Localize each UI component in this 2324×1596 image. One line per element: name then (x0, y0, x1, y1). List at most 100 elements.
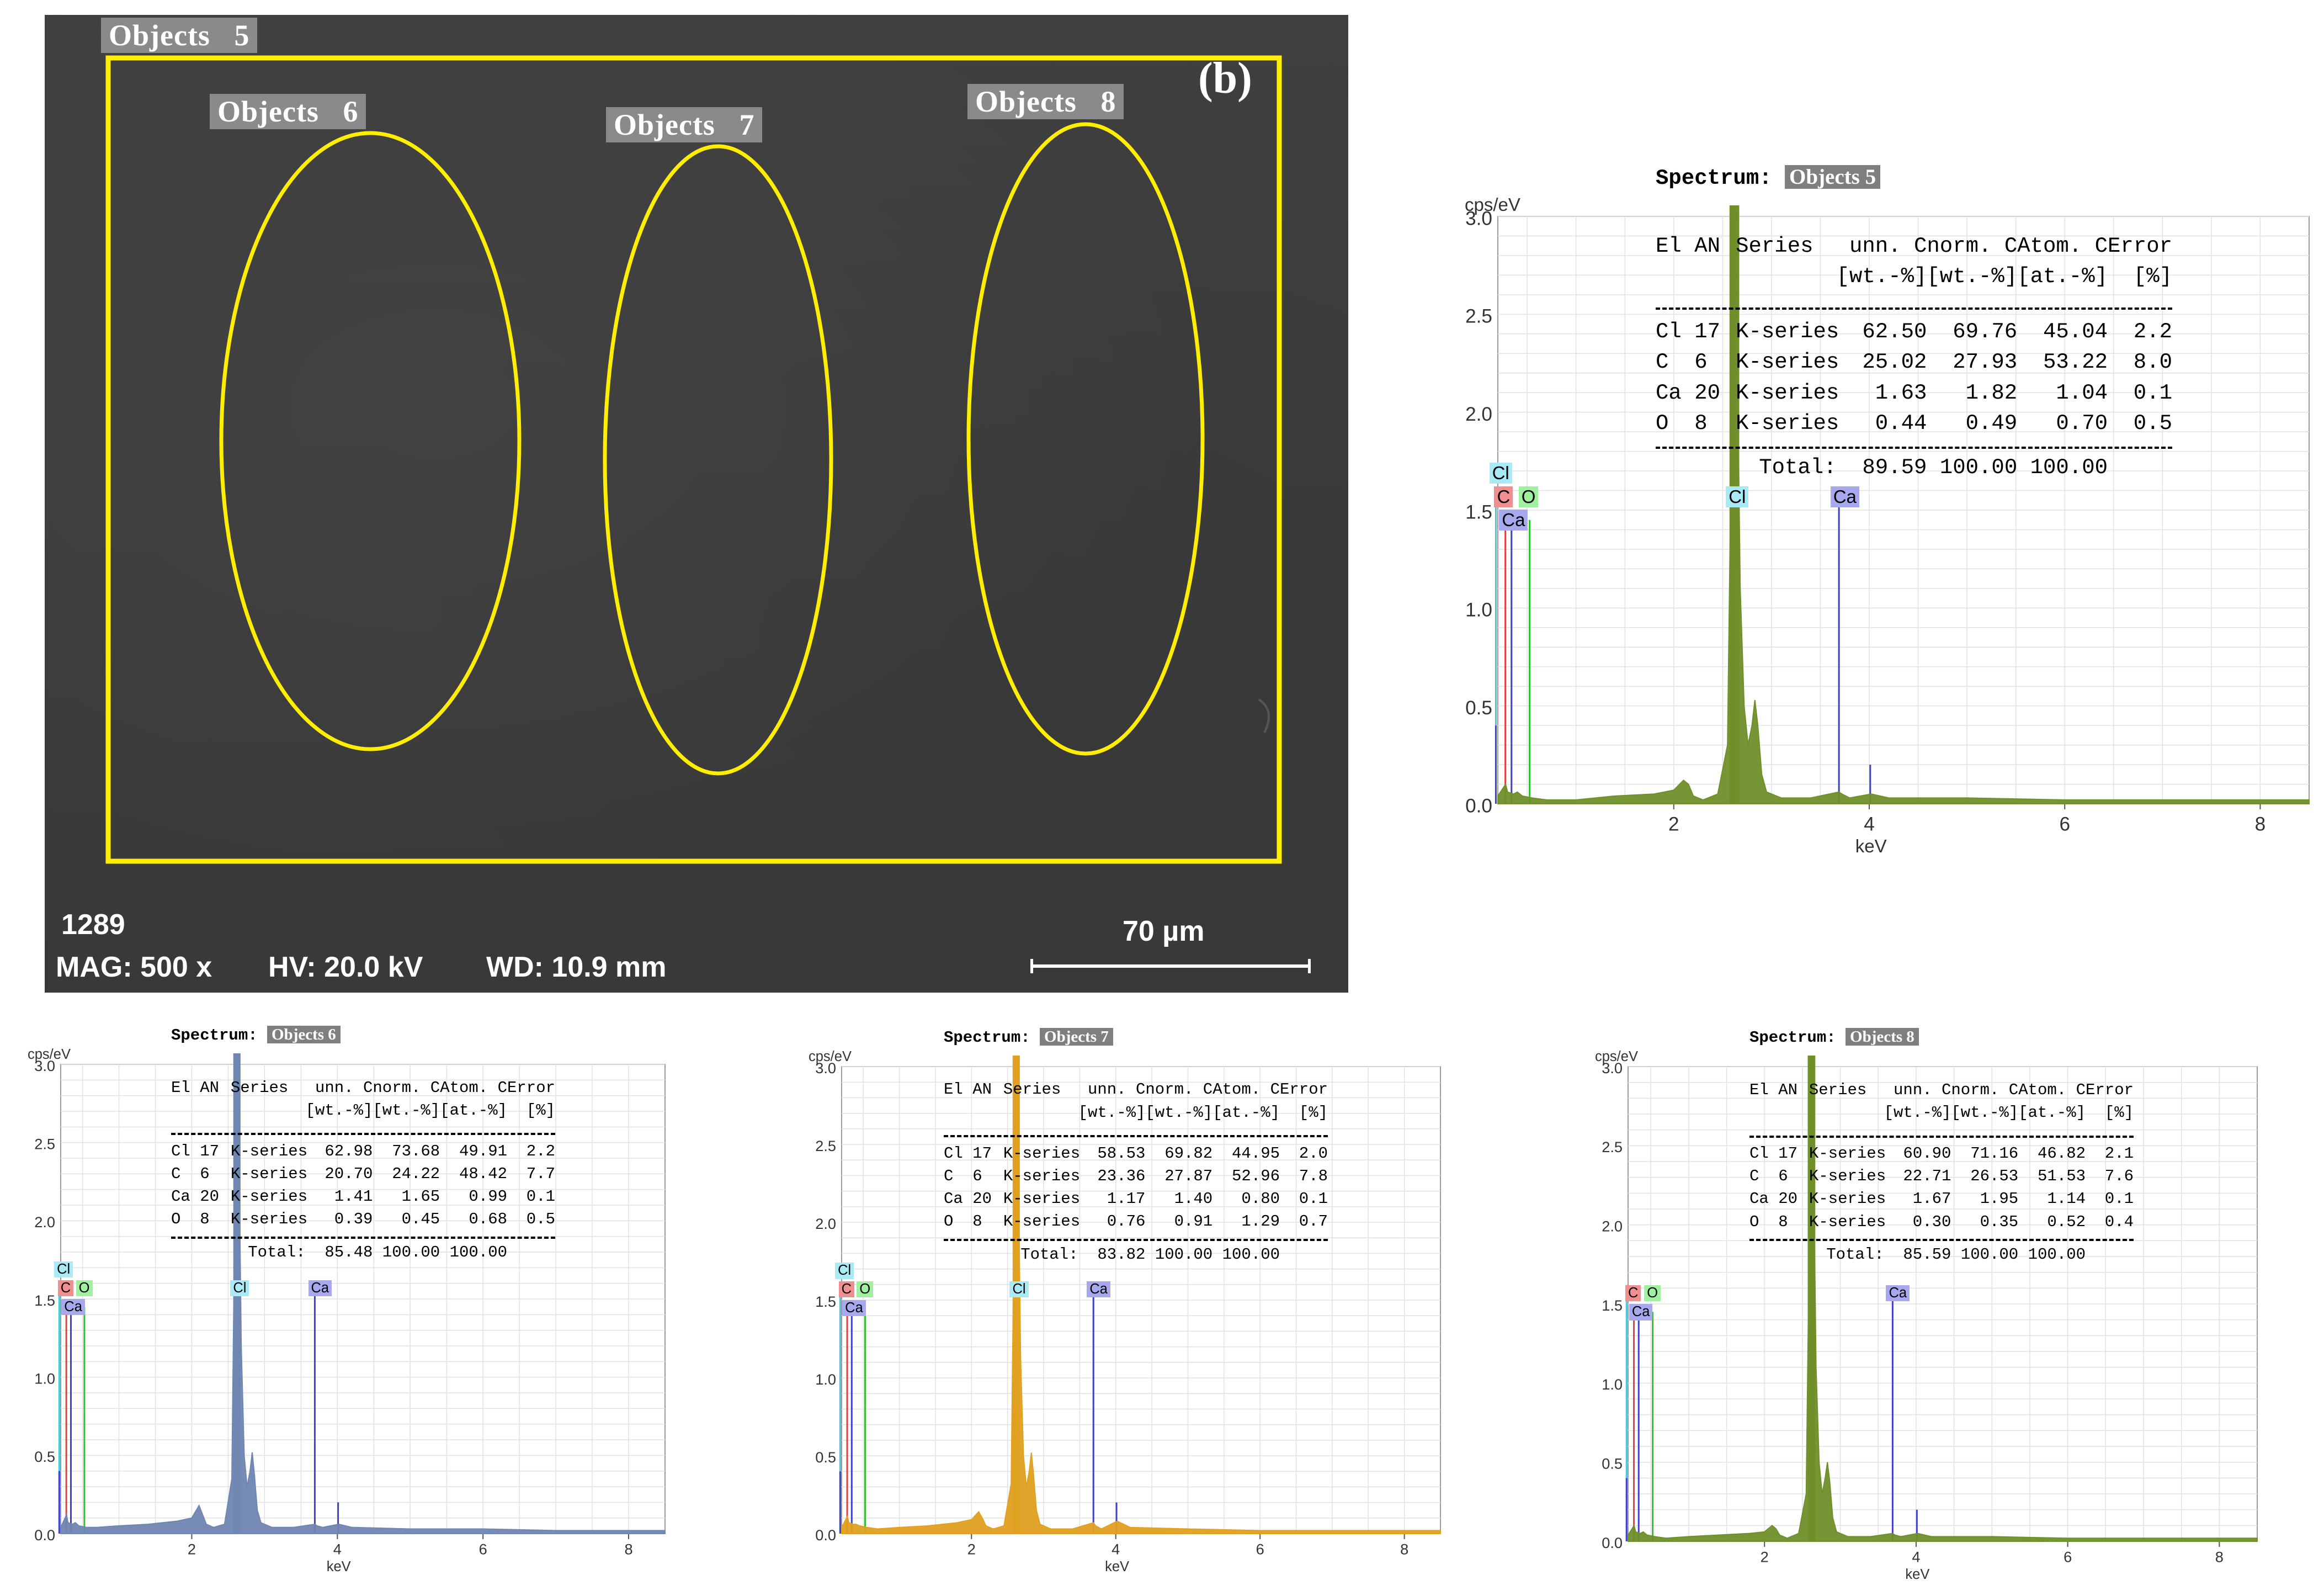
spectrum-title: Spectrum: Objects 8 (1749, 1028, 1919, 1047)
table-cell: Error (2108, 234, 2173, 258)
sem-wd: WD: 10.9 mm (486, 951, 667, 983)
y-tick-label: 2.0 (1602, 1218, 1623, 1235)
y-tick-label: 2.5 (1465, 306, 1492, 327)
table-cell: K-series (230, 1142, 308, 1160)
table-cell: 52.96 (1232, 1166, 1280, 1185)
y-tick-label: 1.0 (34, 1370, 55, 1387)
table-cell: 0.1 (526, 1187, 556, 1206)
table-cell: 1.04 (2056, 380, 2108, 405)
x-tick-label: 4 (333, 1540, 342, 1557)
y-tick-label: 0.5 (815, 1449, 836, 1466)
marker-ca: Ca (1830, 486, 1859, 507)
total-label: Total: (248, 1243, 306, 1262)
marker-cl: Cl (1726, 486, 1749, 507)
table-cell: 62.50 (1862, 319, 1927, 344)
table-cell: K-series (230, 1210, 308, 1229)
x-axis-label: keV (1905, 1567, 1929, 1582)
table-cell: Atom. C (2018, 1080, 2086, 1099)
table-cell: 0.44 (1875, 411, 1927, 436)
table-divider (171, 1133, 555, 1136)
table-cell: C (1749, 1167, 1759, 1186)
marker-o: O (857, 1281, 874, 1298)
table-cell: El (1749, 1080, 1769, 1099)
marker-o: O (1644, 1285, 1661, 1302)
table-cell: 0.7 (1299, 1212, 1328, 1231)
surface-scratch (1258, 698, 1270, 733)
x-tick-label: 4 (1864, 813, 1875, 835)
spectrum-label: Spectrum: (1749, 1028, 1846, 1047)
table-cell: 0.35 (1980, 1212, 2019, 1231)
table-cell: 73.68 (392, 1142, 440, 1160)
table-cell: Ca (1656, 380, 1682, 405)
y-tick-label: 0.0 (1602, 1534, 1623, 1551)
table-cell: 69.76 (1953, 319, 2018, 344)
table-cell: Ca (944, 1190, 963, 1208)
table-cell: 100.00 (449, 1243, 508, 1262)
table-cell: 0.80 (1241, 1190, 1280, 1208)
table-cell: 44.95 (1232, 1144, 1280, 1163)
spectrum-title: Spectrum: Objects 5 (1656, 165, 1881, 191)
table-cell: [%] (526, 1101, 556, 1120)
table-cell: 2.2 (526, 1142, 556, 1160)
y-tick-label: 0.5 (1465, 697, 1492, 719)
spectrum-chart: 0.0 0.5 1.0 1.5 2.0 2.5 3.0 2 4 6 8 cps/eV keV (28, 1047, 666, 1574)
table-cell: Cl (1656, 319, 1682, 344)
marker-ca: Ca (1886, 1285, 1910, 1302)
table-cell: 0.1 (2133, 380, 2173, 405)
marker-cl: Cl (230, 1280, 249, 1297)
table-cell: 0.30 (1912, 1212, 1951, 1231)
table-cell: 8 (972, 1212, 982, 1231)
table-cell: K-series (1736, 350, 1839, 375)
sem-image-id: 1289 (61, 909, 125, 941)
table-cell: 1.63 (1875, 380, 1927, 405)
spectrum-label: Spectrum: (1656, 166, 1785, 191)
table-cell: 6 (972, 1166, 982, 1185)
marker-ca: Ca (61, 1299, 85, 1316)
y-tick-label: 0.0 (815, 1526, 836, 1544)
table-cell: 26.53 (1970, 1167, 2019, 1186)
table-divider (1749, 1135, 2134, 1138)
table-cell: 6 (1694, 350, 1708, 375)
table-cell: Cl (171, 1142, 190, 1160)
table-cell: 0.91 (1174, 1212, 1213, 1231)
table-cell: AN (200, 1078, 219, 1097)
spectrum-name: Objects 5 (1785, 165, 1881, 189)
table-cell: Ca (1749, 1190, 1769, 1208)
spectrum-panel-objects-6: 0.0 0.5 1.0 1.5 2.0 2.5 3.0 2 4 6 8 cps/eV keV Cl C O Ca… (0, 1016, 684, 1590)
table-cell: 1.82 (1965, 380, 2018, 405)
table-cell: 48.42 (459, 1164, 508, 1183)
marker-ca: Ca (1629, 1304, 1653, 1321)
table-cell: O (171, 1210, 181, 1229)
table-cell: 62.98 (325, 1142, 373, 1160)
table-cell: Atom. C (1212, 1080, 1280, 1099)
x-tick-label: 6 (479, 1540, 487, 1557)
x-tick-label: 8 (2255, 813, 2266, 835)
table-cell: 60.90 (1903, 1144, 1951, 1163)
y-tick-label: 3.0 (815, 1059, 836, 1077)
y-tick-label: 1.5 (815, 1293, 836, 1310)
y-tick-label: 2.5 (1602, 1138, 1623, 1155)
table-cell: 100.00 (1222, 1245, 1280, 1264)
table-cell: unn. C (1894, 1080, 1951, 1099)
table-cell: Cl (944, 1144, 963, 1163)
x-tick-label: 8 (1400, 1540, 1408, 1557)
marker-cl: Cl (54, 1261, 73, 1278)
table-cell: 0.1 (1299, 1190, 1328, 1208)
table-cell: Ca (171, 1187, 190, 1206)
table-cell: [%] (2133, 264, 2173, 289)
table-divider (171, 1236, 555, 1239)
table-cell: norm. C (373, 1078, 440, 1097)
table-cell: 1.14 (2047, 1190, 2086, 1208)
table-cell: Series (1736, 234, 1814, 258)
table-cell: 0.70 (2056, 411, 2108, 436)
table-cell: 24.22 (392, 1164, 440, 1183)
table-cell: unn. C (1088, 1080, 1146, 1099)
marker-o: O (1518, 486, 1539, 507)
table-cell: 1.67 (1912, 1190, 1951, 1208)
x-tick-label: 2 (188, 1540, 196, 1557)
table-cell: K-series (1003, 1166, 1081, 1185)
table-cell: AN (1694, 234, 1720, 258)
y-tick-label: 1.5 (34, 1292, 55, 1309)
x-tick-label: 2 (1668, 813, 1679, 835)
table-cell: norm. C (1145, 1080, 1213, 1099)
